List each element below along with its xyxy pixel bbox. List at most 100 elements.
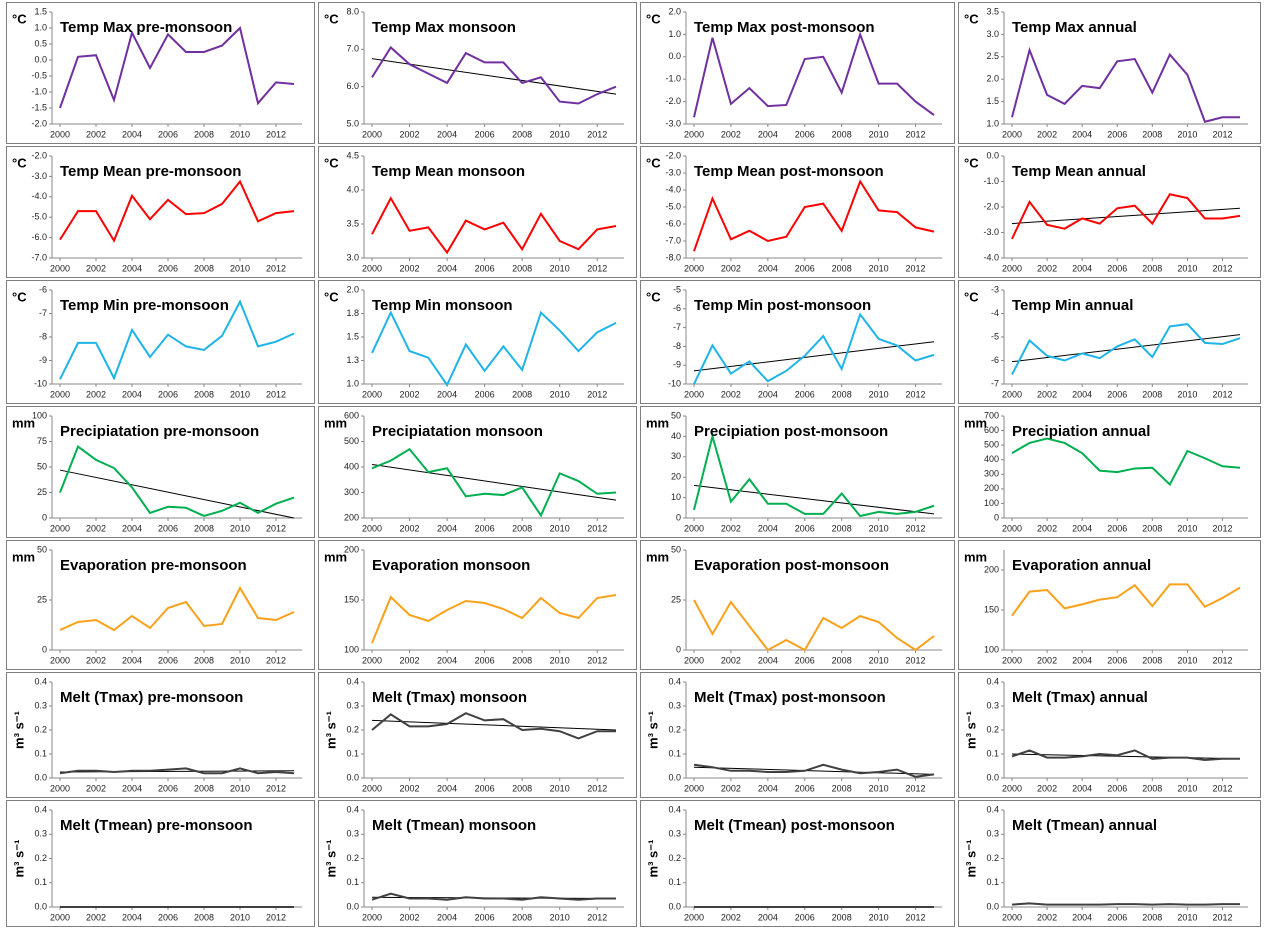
- y-axis-label: °C: [324, 155, 339, 170]
- x-tick-label: 2004: [437, 263, 457, 273]
- x-tick-label: 2012: [587, 263, 607, 273]
- y-tick-label: 0.2: [346, 724, 359, 734]
- data-line: [371, 196, 617, 255]
- x-tick-label: 2000: [684, 523, 704, 533]
- x-tick-label: 2002: [721, 129, 741, 139]
- chart-title: Evaporation pre-monsoon: [60, 557, 247, 574]
- x-tick-label: 2002: [400, 523, 420, 533]
- y-tick-label: 0.1: [986, 877, 999, 887]
- chart: 0.0 0.1 0.2 0.3 0.4 2000 2002 2004 2006 2008 2010 2…: [958, 800, 1261, 927]
- data-line: [59, 179, 295, 243]
- y-tick-label: -3: [991, 284, 999, 294]
- y-tick-label: -8.0: [665, 252, 681, 262]
- y-axis-label: mm: [324, 415, 347, 430]
- x-tick-label: 2008: [832, 912, 852, 922]
- chart: 3.0 3.5 4.0 4.5 2000 2002 2004 2006 2008 2010 2012…: [318, 146, 637, 278]
- x-tick-label: 2012: [266, 129, 286, 139]
- x-tick-label: 2004: [122, 389, 142, 399]
- data-line: [371, 45, 617, 105]
- x-tick-label: 2004: [122, 129, 142, 139]
- y-axis-label: mm: [324, 549, 347, 564]
- x-tick-label: 2006: [795, 783, 815, 793]
- chart-title: Precipiation annual: [1012, 423, 1150, 440]
- data-line: [59, 26, 295, 109]
- chart-frame: [318, 280, 637, 404]
- y-tick-label: 25: [37, 487, 47, 497]
- x-tick-label: 2008: [512, 129, 532, 139]
- y-tick-label: 40: [671, 431, 681, 441]
- x-tick-label: 2004: [1072, 783, 1092, 793]
- x-tick-label: 2008: [1142, 389, 1162, 399]
- x-tick-label: 2008: [512, 263, 532, 273]
- y-tick-label: 0.0: [668, 772, 681, 782]
- x-tick-label: 2010: [869, 389, 889, 399]
- x-tick-label: 2004: [1072, 655, 1092, 665]
- chart: -3.0 -2.0 -1.0 0.0 1.0 2.0 2000 2002 2004 2006 200…: [640, 2, 955, 144]
- chart-title: Temp Max annual: [1012, 19, 1137, 36]
- chart-title: Temp Min post-monsoon: [694, 297, 871, 314]
- chart-frame: [958, 672, 1261, 798]
- x-tick-label: 2004: [758, 783, 778, 793]
- y-tick-label: 300: [344, 487, 359, 497]
- y-tick-label: 0.1: [668, 877, 681, 887]
- y-tick-label: 6.0: [346, 81, 359, 91]
- x-tick-label: 2004: [437, 523, 457, 533]
- y-tick-label: 20: [671, 472, 681, 482]
- y-tick-label: 0.4: [34, 676, 47, 686]
- x-tick-label: 2010: [1177, 783, 1197, 793]
- chart-title: Temp Min pre-monsoon: [60, 297, 229, 314]
- x-tick-label: 2012: [1212, 263, 1232, 273]
- x-tick-label: 2008: [1142, 912, 1162, 922]
- x-tick-label: 2010: [230, 523, 250, 533]
- x-tick-label: 2000: [1002, 263, 1022, 273]
- y-axis-label: °C: [324, 289, 339, 304]
- y-tick-label: 10: [671, 492, 681, 502]
- y-axis-label: °C: [964, 289, 979, 304]
- x-tick-label: 2012: [1212, 783, 1232, 793]
- trend-line: [371, 58, 617, 95]
- x-tick-label: 2008: [832, 263, 852, 273]
- x-tick-label: 2012: [587, 655, 607, 665]
- data-line: [1011, 323, 1241, 376]
- x-tick-label: 2006: [795, 912, 815, 922]
- chart: 0.0 0.1 0.2 0.3 0.4 2000 2002 2004 2006 2008 2010 2…: [640, 800, 955, 927]
- chart: 0 10 20 30 40 50 2000 2002 2004 2006 2008 2010 2012 m…: [640, 406, 955, 538]
- x-tick-label: 2000: [362, 655, 382, 665]
- chart: 0 25 50 2000 2002 2004 2006 2008 2010 2012 mm Evapo…: [6, 540, 315, 670]
- y-tick-label: 4.5: [346, 150, 359, 160]
- x-tick-label: 2012: [266, 389, 286, 399]
- y-tick-label: 1.0: [668, 29, 681, 39]
- x-tick-label: 2012: [266, 655, 286, 665]
- x-tick-label: 2002: [86, 389, 106, 399]
- chart-frame: [640, 280, 955, 404]
- x-tick-label: 2010: [1177, 129, 1197, 139]
- y-tick-label: 0.0: [34, 772, 47, 782]
- y-tick-label: 30: [671, 451, 681, 461]
- chart-frame: [640, 672, 955, 798]
- x-tick-label: 2000: [1002, 129, 1022, 139]
- chart-frame: [640, 2, 955, 144]
- x-tick-label: 2000: [1002, 389, 1022, 399]
- y-axis-label: m³ s⁻¹: [963, 840, 978, 878]
- x-tick-label: 2006: [158, 263, 178, 273]
- y-tick-label: 100: [32, 410, 47, 420]
- y-tick-label: 75: [37, 436, 47, 446]
- x-tick-label: 2002: [721, 783, 741, 793]
- chart-title: Precipiatation monsoon: [372, 423, 543, 440]
- y-tick-label: 0.4: [346, 804, 359, 814]
- chart: -8.0 -7.0 -6.0 -5.0 -4.0 -3.0 -2.0 2000 2002 2004…: [640, 146, 955, 278]
- y-tick-label: 0.4: [34, 804, 47, 814]
- y-tick-label: 0.4: [668, 676, 681, 686]
- y-tick-label: -7.0: [31, 252, 47, 262]
- y-tick-label: -2.0: [31, 118, 47, 128]
- chart: 0 25 50 2000 2002 2004 2006 2008 2010 2012 mm Evapo…: [640, 540, 955, 670]
- y-tick-label: 0.0: [668, 51, 681, 61]
- y-tick-label: -8: [673, 341, 681, 351]
- chart-title: Temp Mean monsoon: [372, 163, 525, 180]
- y-tick-label: 500: [984, 440, 999, 450]
- x-tick-label: 2002: [400, 655, 420, 665]
- x-tick-label: 2012: [906, 389, 926, 399]
- x-tick-label: 2006: [1107, 655, 1127, 665]
- y-tick-label: -2.0: [665, 150, 681, 160]
